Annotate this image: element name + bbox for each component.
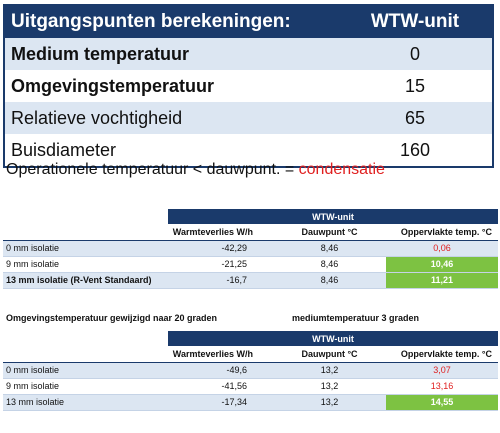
- scenario-caption-medium: mediumtemperatuur 3 graden: [292, 313, 420, 323]
- table-row: 0 mm isolatie -42,29 8,46 0,06: [3, 240, 499, 257]
- column-header-heat-loss: Warmteverlies W/h: [168, 224, 273, 241]
- heat-loss-value: -49,6: [168, 362, 273, 379]
- parameters-header-label: Uitgangspunten berekeningen:: [11, 11, 291, 32]
- surface-temp-value: 13,16: [386, 378, 499, 395]
- results-table-title: WTW-unit: [168, 209, 499, 224]
- condensation-note: Operationele temperatuur < dauwpunt. = c…: [6, 161, 385, 179]
- column-header-dew-point: Dauwpunt °C: [273, 346, 386, 363]
- parameters-table: Uitgangspunten berekeningen: WTW-unit Me…: [3, 4, 494, 168]
- table-row: 9 mm isolatie -41,56 13,2 13,16: [3, 378, 499, 395]
- heat-loss-value: -17,34: [168, 394, 273, 411]
- param-value: 65: [404, 107, 426, 128]
- heat-loss-value: -21,25: [168, 256, 273, 273]
- column-header-dew-point: Dauwpunt °C: [273, 224, 386, 241]
- dew-point-value: 13,2: [273, 378, 386, 395]
- table-row: 13 mm isolatie -17,34 13,2 14,55: [3, 394, 499, 411]
- results-table-1: WTW-unit Warmteverlies W/h Dauwpunt °C O…: [3, 209, 499, 289]
- column-header-surface-temp: Oppervlakte temp. °C: [386, 224, 499, 241]
- dew-point-value: 8,46: [273, 256, 386, 273]
- param-label: Buisdiameter: [11, 139, 117, 160]
- condensation-warning: condensatie: [298, 161, 385, 178]
- row-label: 9 mm isolatie: [3, 378, 168, 395]
- param-row-medium-temp: Medium temperatuur 0: [5, 38, 492, 70]
- results-table-title-row: WTW-unit: [3, 331, 499, 346]
- surface-temp-value: 14,55: [386, 394, 499, 411]
- surface-temp-value: 10,46: [386, 256, 499, 273]
- results-table-title: WTW-unit: [168, 331, 499, 346]
- row-label: 0 mm isolatie: [3, 362, 168, 379]
- heat-loss-value: -16,7: [168, 272, 273, 289]
- results-table-title-row: WTW-unit: [3, 209, 499, 224]
- dew-point-value: 8,46: [273, 272, 386, 289]
- surface-temp-value: 11,21: [386, 272, 499, 289]
- param-value: 160: [399, 139, 431, 160]
- table-row: 0 mm isolatie -49,6 13,2 3,07: [3, 362, 499, 379]
- row-label: 13 mm isolatie (R-Vent Standaard): [3, 272, 168, 289]
- column-header-surface-temp: Oppervlakte temp. °C: [386, 346, 499, 363]
- row-label: 0 mm isolatie: [3, 240, 168, 257]
- param-label: Omgevingstemperatuur: [11, 75, 215, 96]
- row-label: 13 mm isolatie: [3, 394, 168, 411]
- param-row-diameter: Buisdiameter 160: [5, 134, 492, 166]
- param-value: 0: [409, 43, 420, 64]
- param-row-humidity: Relatieve vochtigheid 65: [5, 102, 492, 134]
- surface-temp-value: 3,07: [386, 362, 499, 379]
- condensation-note-text: Operationele temperatuur < dauwpunt. =: [6, 161, 299, 178]
- table-row: 9 mm isolatie -21,25 8,46 10,46: [3, 256, 499, 273]
- dew-point-value: 8,46: [273, 240, 386, 257]
- param-label: Relatieve vochtigheid: [11, 107, 183, 128]
- heat-loss-value: -42,29: [168, 240, 273, 257]
- parameters-header-unit: WTW-unit: [370, 11, 460, 32]
- table-row: 13 mm isolatie (R-Vent Standaard) -16,7 …: [3, 272, 499, 289]
- results-table-header-row: Warmteverlies W/h Dauwpunt °C Oppervlakt…: [3, 346, 499, 363]
- param-value: 15: [404, 75, 426, 96]
- heat-loss-value: -41,56: [168, 378, 273, 395]
- results-table-header-row: Warmteverlies W/h Dauwpunt °C Oppervlakt…: [3, 224, 499, 241]
- results-table-2: WTW-unit Warmteverlies W/h Dauwpunt °C O…: [3, 331, 499, 411]
- row-label: 9 mm isolatie: [3, 256, 168, 273]
- parameters-header: Uitgangspunten berekeningen: WTW-unit: [5, 6, 492, 38]
- scenario-caption-ambient: Omgevingstemperatuur gewijzigd naar 20 g…: [6, 313, 218, 323]
- dew-point-value: 13,2: [273, 362, 386, 379]
- dew-point-value: 13,2: [273, 394, 386, 411]
- surface-temp-value: 0,06: [386, 240, 499, 257]
- param-label: Medium temperatuur: [11, 43, 190, 64]
- column-header-heat-loss: Warmteverlies W/h: [168, 346, 273, 363]
- param-row-ambient-temp: Omgevingstemperatuur 15: [5, 70, 492, 102]
